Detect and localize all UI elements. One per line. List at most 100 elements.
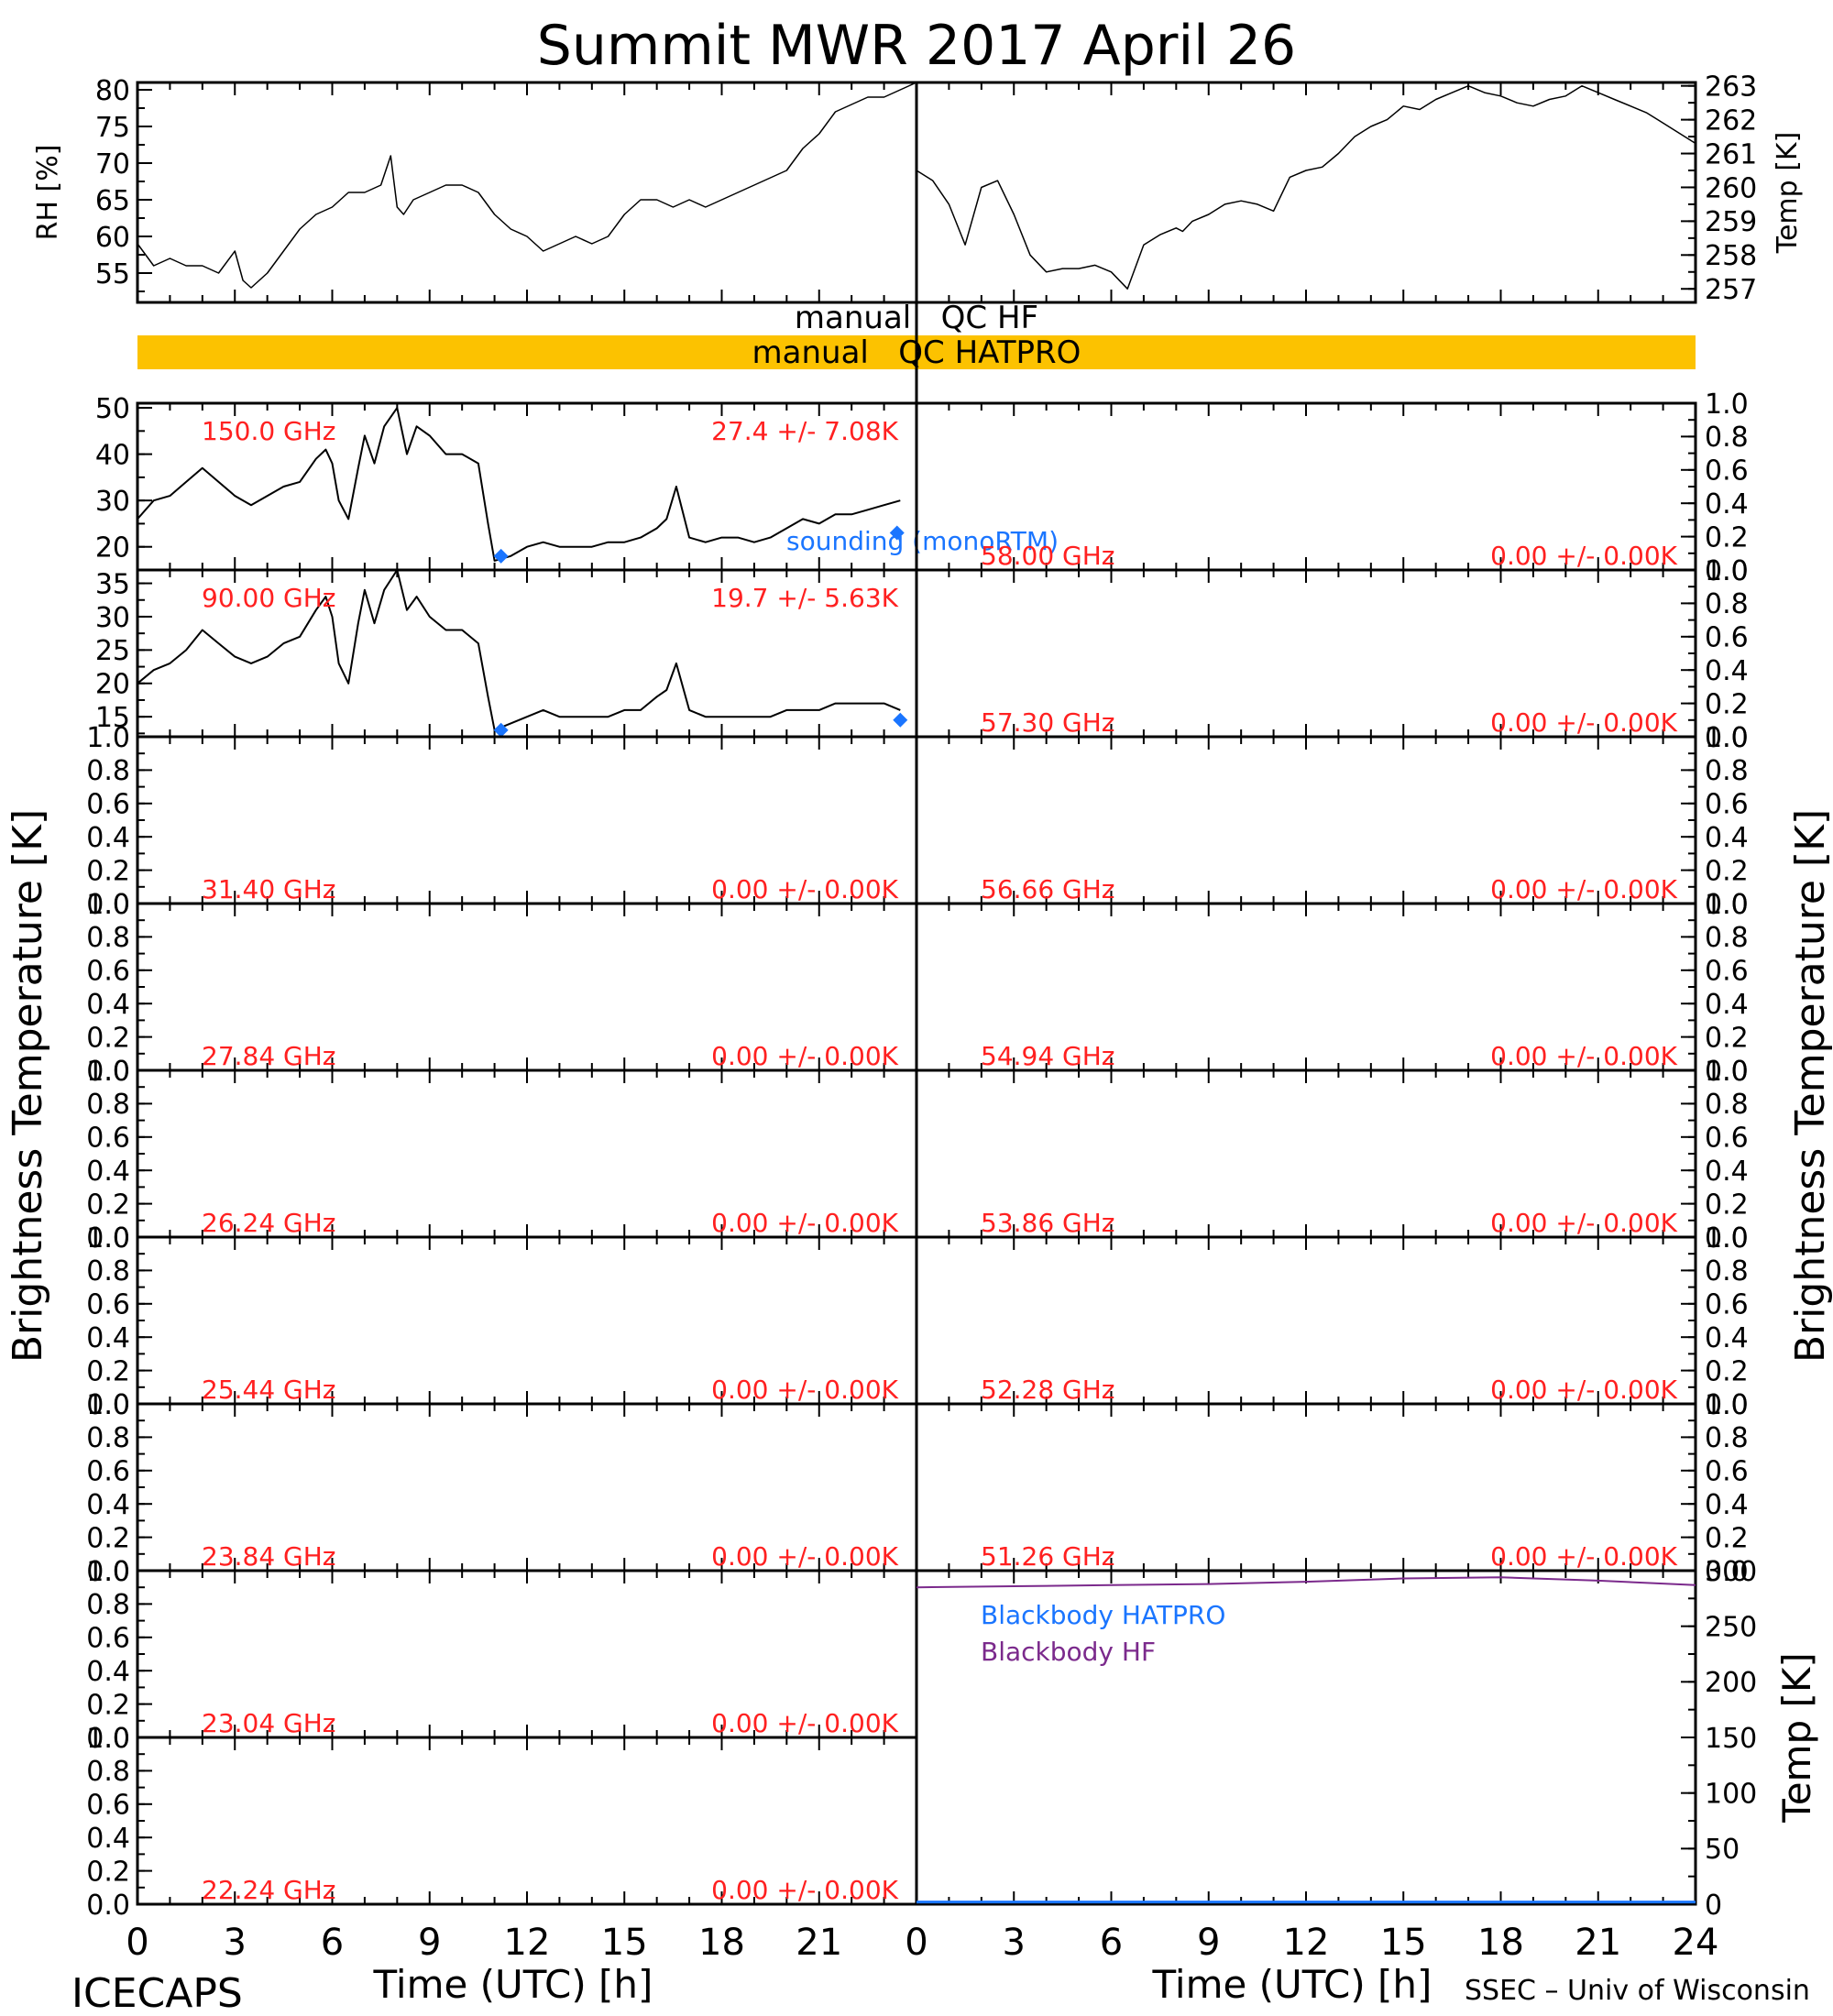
left-xtick-label: 6 [321, 1922, 344, 1964]
left-empty-panel-ytick-label: 0.8 [86, 1422, 130, 1454]
left-empty-panel-ytick-label: 1.0 [86, 1389, 130, 1421]
left-empty-panel-ytick-label: 0.0 [86, 1556, 130, 1588]
left-empty-panel-channel-label: 23.84 GHz [202, 1541, 336, 1572]
tb150-panel-stats-label: 27.4 +/- 7.08K [711, 416, 898, 446]
left-xtick-label: 21 [796, 1922, 842, 1964]
right-xtick-label: 0 [905, 1922, 927, 1964]
left-empty-panel-ytick-label: 0.0 [86, 889, 130, 921]
right-empty-panel-ytick-label: 1.0 [1705, 389, 1749, 421]
right-empty-panel-ytick-label: 0.0 [1705, 555, 1749, 587]
left-empty-panel-ytick-label: 0.8 [86, 1089, 130, 1121]
right-empty-panel-ytick-label: 0.4 [1705, 1156, 1749, 1188]
left-empty-panel-ytick-label: 1.0 [86, 722, 130, 754]
blackbody-panel-ytick-label: 100 [1705, 1778, 1757, 1810]
temp-panel-ytick-label: 259 [1705, 206, 1757, 238]
left-empty-panel-ytick-label: 0.4 [86, 1156, 130, 1188]
tb90-panel-channel-label: 90.00 GHz [202, 583, 336, 613]
tb90-panel-ytick-label: 20 [95, 669, 130, 701]
right-empty-panel-ytick-label: 0.2 [1705, 1355, 1749, 1387]
right-empty-panel-ytick-label: 1.0 [1705, 1056, 1749, 1088]
right-xtick-label: 12 [1283, 1922, 1330, 1964]
left-empty-panel-ytick-label: 0.4 [86, 1489, 130, 1521]
right-empty-panel-channel-label: 52.28 GHz [981, 1375, 1115, 1405]
left-empty-panel-ytick-label: 0.8 [86, 1589, 130, 1621]
right-xtick-label: 3 [1003, 1922, 1026, 1964]
left-empty-panel-channel-label: 27.84 GHz [202, 1041, 336, 1071]
right-empty-panel-ytick-label: 0.4 [1705, 655, 1749, 687]
left-empty-panel-stats-label: 0.00 +/- 0.00K [711, 1208, 898, 1238]
right-empty-panel-channel-label: 57.30 GHz [981, 707, 1115, 738]
right-empty-panel-ytick-label: 0.8 [1705, 1422, 1749, 1454]
tb90-panel-stats-label: 19.7 +/- 5.63K [711, 583, 898, 613]
temp-ylabel: Temp [K] [1772, 132, 1804, 255]
left-empty-panel-ytick-label: 0.6 [86, 789, 130, 821]
rh-panel-ytick-label: 65 [95, 185, 130, 217]
tb90-panel-ytick-label: 35 [95, 568, 130, 600]
tb90-sounding-point [893, 712, 908, 728]
right-empty-panel-ytick-label: 0.6 [1705, 1289, 1749, 1321]
right-empty-panel-ytick-label: 0.6 [1705, 789, 1749, 821]
right-empty-panel-channel-label: 56.66 GHz [981, 874, 1115, 904]
tb90-panel-ytick-label: 30 [95, 602, 130, 634]
tb90-series [137, 569, 901, 731]
left-empty-panel-stats-label: 0.00 +/- 0.00K [711, 1708, 898, 1738]
left-empty-panel-ytick-label: 0.6 [86, 956, 130, 988]
right-xtick-label: 15 [1380, 1922, 1427, 1964]
right-empty-panel-ytick-label: 0.4 [1705, 1489, 1749, 1521]
left-empty-panel-channel-label: 22.24 GHz [202, 1875, 336, 1905]
left-empty-panel-ytick-label: 0.0 [86, 1723, 130, 1755]
right-empty-panel-ytick-label: 0.0 [1705, 889, 1749, 921]
left-empty-panel-ytick-label: 0.6 [86, 1790, 130, 1822]
blackbody-panel-ytick-label: 200 [1705, 1667, 1757, 1699]
right-empty-panel-ytick-label: 0.0 [1705, 1056, 1749, 1088]
left-empty-panel-channel-label: 31.40 GHz [202, 874, 336, 904]
tb150-sounding-point [493, 548, 509, 564]
rh-panel-ytick-label: 80 [95, 75, 130, 107]
right-empty-panel-channel-label: 51.26 GHz [981, 1541, 1115, 1572]
tb150-panel-ytick-label: 20 [95, 532, 130, 564]
temp-panel-ytick-label: 257 [1705, 274, 1757, 306]
blackbody-hf-series [916, 1576, 1696, 1589]
right-empty-panel-ytick-label: 0.2 [1705, 855, 1749, 887]
left-empty-panel-ytick-label: 0.2 [86, 855, 130, 887]
blackbody-panel-ytick-label: 50 [1705, 1834, 1740, 1866]
right-empty-panel-channel-label: 54.94 GHz [981, 1041, 1115, 1071]
right-empty-panel-ytick-label: 0.6 [1705, 455, 1749, 488]
left-empty-panel-ytick-label: 1.0 [86, 1723, 130, 1755]
left-empty-panel-ytick-label: 0.2 [86, 1522, 130, 1554]
temp-panel-ytick-label: 258 [1705, 240, 1757, 272]
left-xtick-label: 15 [601, 1922, 648, 1964]
right-empty-panel-stats-label: 0.00 +/- 0.00K [1490, 707, 1677, 738]
left-empty-panel-ytick-label: 1.0 [86, 1056, 130, 1088]
left-empty-panel-ytick-label: 0.6 [86, 1289, 130, 1321]
right-empty-panel-ytick-label: 1.0 [1705, 555, 1749, 587]
right-empty-panel-ytick-label: 0.6 [1705, 956, 1749, 988]
right-empty-panel-channel-label: 53.86 GHz [981, 1208, 1115, 1238]
left-xtick-label: 9 [418, 1922, 441, 1964]
left-empty-panel-ytick-label: 0.2 [86, 1022, 130, 1054]
right-empty-panel-ytick-label: 0.8 [1705, 755, 1749, 787]
left-empty-panel-stats-label: 0.00 +/- 0.00K [711, 1375, 898, 1405]
right-empty-panel-ytick-label: 0.2 [1705, 688, 1749, 720]
left-empty-panel-stats-label: 0.00 +/- 0.00K [711, 1875, 898, 1905]
credit-left: ICECAPS [71, 1970, 243, 2016]
rh-panel-ytick-label: 60 [95, 222, 130, 254]
left-empty-panel-ytick-label: 0.8 [86, 1756, 130, 1788]
right-empty-panel-ytick-label: 0.8 [1705, 1089, 1749, 1121]
left-empty-panel-stats-label: 0.00 +/- 0.00K [711, 1041, 898, 1071]
blackbody-panel-ytick-label: 0 [1705, 1890, 1722, 1922]
left-empty-panel-stats-label: 0.00 +/- 0.00K [711, 874, 898, 904]
xlabel-left: Time (UTC) [h] [373, 1962, 653, 2007]
rh-series [137, 82, 917, 289]
left-empty-panel-ytick-label: 0.0 [86, 1389, 130, 1421]
right-empty-panel-ytick-label: 0.2 [1705, 521, 1749, 553]
tb150-panel-ytick-label: 50 [95, 393, 130, 425]
right-empty-panel-ytick-label: 0.0 [1705, 1556, 1749, 1588]
right-empty-panel-ytick-label: 0.6 [1705, 1456, 1749, 1488]
left-empty-panel-ytick-label: 0.8 [86, 755, 130, 787]
left-empty-panel-ytick-label: 0.8 [86, 1255, 130, 1287]
tb90-panel-ytick-label: 15 [95, 702, 130, 734]
left-empty-panel-channel-label: 25.44 GHz [202, 1375, 336, 1405]
left-empty-panel-channel-label: 26.24 GHz [202, 1208, 336, 1238]
